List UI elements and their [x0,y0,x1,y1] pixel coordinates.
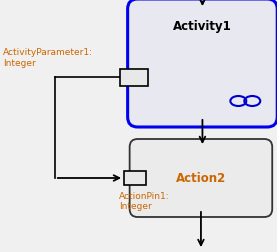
Text: ActivityParameter1:
Integer: ActivityParameter1: Integer [3,48,93,67]
Text: Activity1: Activity1 [173,19,232,32]
Bar [120,69,148,86]
Text: Action2: Action2 [176,172,226,185]
FancyBboxPatch shape [128,0,277,128]
Text: ActionPin1:
Integer: ActionPin1: Integer [119,191,170,211]
FancyBboxPatch shape [130,139,272,217]
Bar [124,171,146,185]
